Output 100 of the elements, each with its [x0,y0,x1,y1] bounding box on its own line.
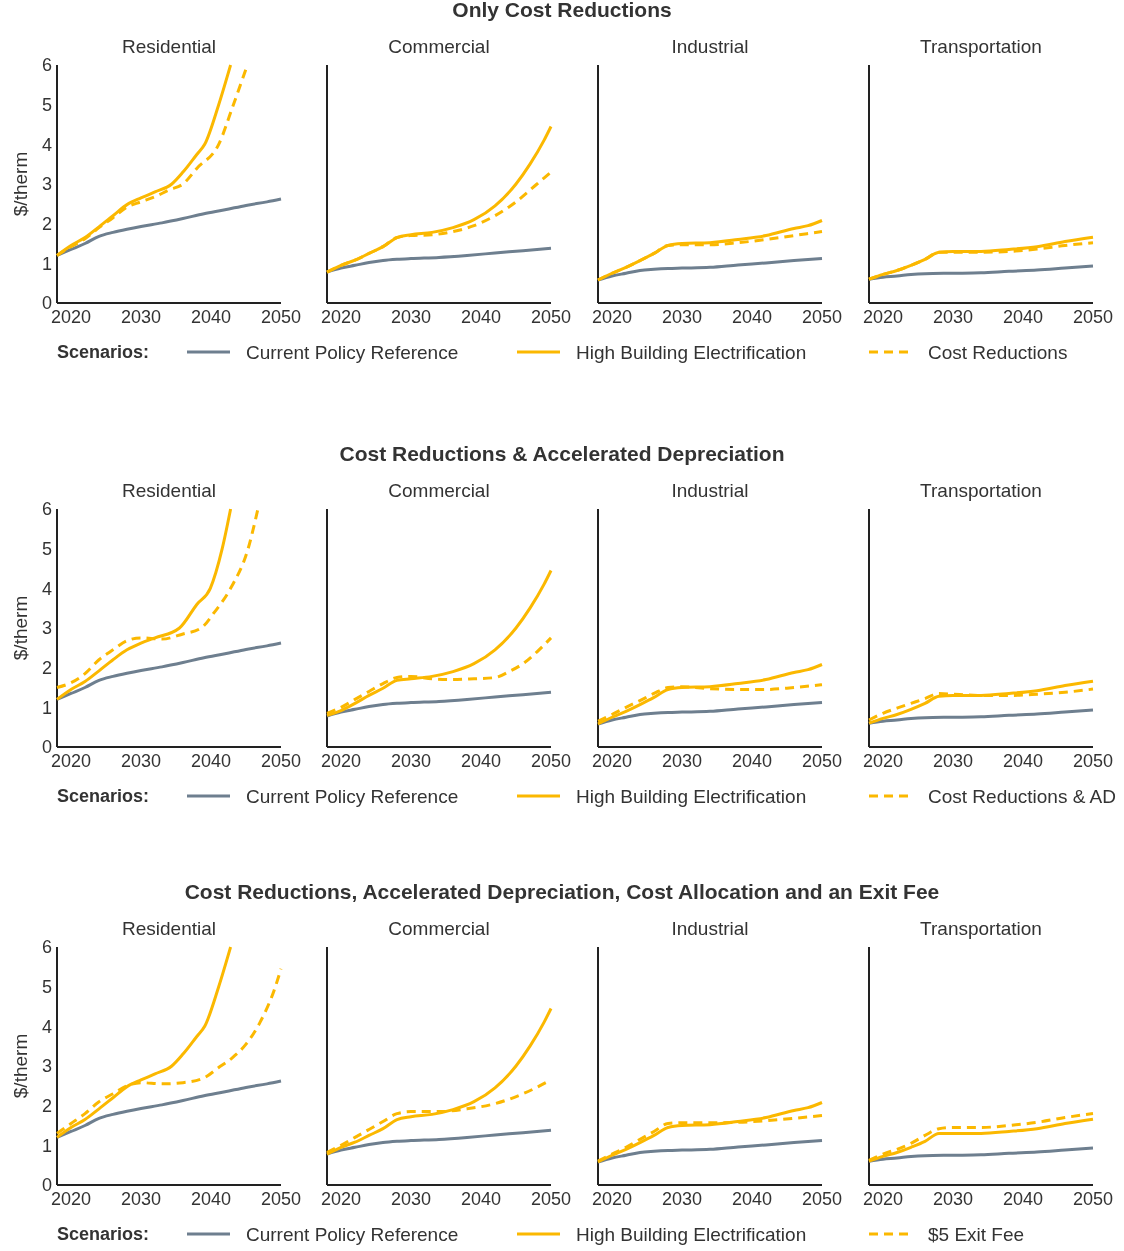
y-tick-label: 0 [41,737,52,758]
y-tick-label: 4 [41,1016,52,1037]
x-tick-label: 2020 [50,1189,92,1209]
chart-title: Transportation [920,480,1042,501]
x-tick-label: 2050 [1072,1189,1114,1209]
chart-title: Commercial [388,480,490,501]
x-tick-label: 2020 [50,751,92,771]
x-tick-label: 2030 [390,1189,432,1209]
x-tick-label: 2020 [862,1189,904,1209]
legend-label: Cost Reductions [928,342,1068,363]
y-tick-label: 0 [41,1175,52,1196]
y-tick-label: 3 [41,1056,52,1077]
x-tick-label: 2050 [1072,307,1114,327]
chart-title: Transportation [920,36,1042,57]
x-tick-label: 2040 [731,307,773,327]
legend-label: Cost Reductions & AD [928,786,1116,807]
x-tick-label: 2040 [1002,751,1044,771]
y-tick-label: 2 [41,1095,52,1116]
chart-title: Residential [122,36,216,57]
x-tick-label: 2020 [320,1189,362,1209]
x-tick-label: 2050 [1072,751,1114,771]
legend-label: $5 Exit Fee [928,1224,1025,1245]
y-tick-label: 6 [41,499,52,520]
x-tick-label: 2030 [390,307,432,327]
y-axis-title: $/therm [10,595,31,661]
text: Cost Reductions & Accelerated Depreciation [339,442,785,465]
x-tick-label: 2050 [260,307,302,327]
chart-title: Residential [122,918,216,939]
y-tick-label: 1 [41,253,52,274]
x-tick-label: 2030 [661,1189,703,1209]
legend-label: Current Policy Reference [246,342,459,363]
legend-label: High Building Electrification [576,786,807,807]
x-tick-label: 2040 [190,307,232,327]
chart-title: Industrial [671,480,749,501]
y-tick-label: 4 [41,134,52,155]
legend-title: Scenarios: [57,342,150,362]
legend-label: High Building Electrification [576,1224,807,1245]
x-tick-label: 2020 [591,1189,633,1209]
legend-title: Scenarios: [57,786,150,806]
chart-title: Commercial [388,36,490,57]
chart-title: Industrial [671,918,749,939]
x-tick-label: 2030 [932,1189,974,1209]
y-tick-label: 1 [41,1135,52,1156]
y-tick-label: 6 [41,55,52,76]
y-tick-label: 5 [41,538,52,559]
x-tick-label: 2040 [460,1189,502,1209]
legend-label: Current Policy Reference [246,1224,459,1245]
x-tick-label: 2040 [731,751,773,771]
x-tick-label: 2030 [120,1189,162,1209]
x-tick-label: 2040 [1002,307,1044,327]
x-tick-label: 2030 [661,751,703,771]
chart-title: Residential [122,480,216,501]
x-tick-label: 2030 [932,751,974,771]
y-tick-label: 5 [41,976,52,997]
line-series [55,197,283,257]
x-tick-label: 2020 [862,307,904,327]
x-tick-label: 2030 [120,307,162,327]
text: Only Cost Reductions [452,0,672,21]
y-tick-label: 0 [41,293,52,314]
x-tick-label: 2050 [801,307,843,327]
x-tick-label: 2030 [932,307,974,327]
x-tick-label: 2050 [260,751,302,771]
x-tick-label: 2040 [190,1189,232,1209]
x-tick-label: 2050 [530,1189,572,1209]
x-tick-label: 2030 [390,751,432,771]
y-tick-label: 4 [41,578,52,599]
y-tick-label: 6 [41,937,52,958]
x-tick-label: 2030 [120,751,162,771]
y-axis-title: $/therm [10,151,31,217]
legend-title: Scenarios: [57,1224,150,1244]
line-series [55,641,283,701]
x-tick-label: 2040 [460,751,502,771]
y-tick-label: 1 [41,697,52,718]
x-tick-label: 2040 [731,1189,773,1209]
chart-title: Transportation [920,918,1042,939]
x-tick-label: 2050 [801,1189,843,1209]
x-tick-label: 2020 [591,307,633,327]
x-tick-label: 2040 [190,751,232,771]
x-tick-label: 2020 [862,751,904,771]
x-tick-label: 2040 [1002,1189,1044,1209]
y-tick-label: 5 [41,94,52,115]
x-tick-label: 2020 [591,751,633,771]
x-tick-label: 2050 [530,751,572,771]
chart-title: Industrial [671,36,749,57]
text: Cost Reductions, Accelerated Depreciation, Cost Allocation and an Exit Fee [184,880,940,903]
y-tick-label: 3 [41,174,52,195]
x-tick-label: 2020 [320,751,362,771]
line-series [55,1079,283,1139]
x-tick-label: 2050 [260,1189,302,1209]
x-tick-label: 2050 [530,307,572,327]
legend-label: Current Policy Reference [246,786,459,807]
legend-label: High Building Electrification [576,342,807,363]
y-tick-label: 2 [41,657,52,678]
x-tick-label: 2020 [320,307,362,327]
x-tick-label: 2030 [661,307,703,327]
y-axis-title: $/therm [10,1033,31,1099]
x-tick-label: 2020 [50,307,92,327]
x-tick-label: 2050 [801,751,843,771]
chart-title: Commercial [388,918,490,939]
y-tick-label: 2 [41,213,52,234]
